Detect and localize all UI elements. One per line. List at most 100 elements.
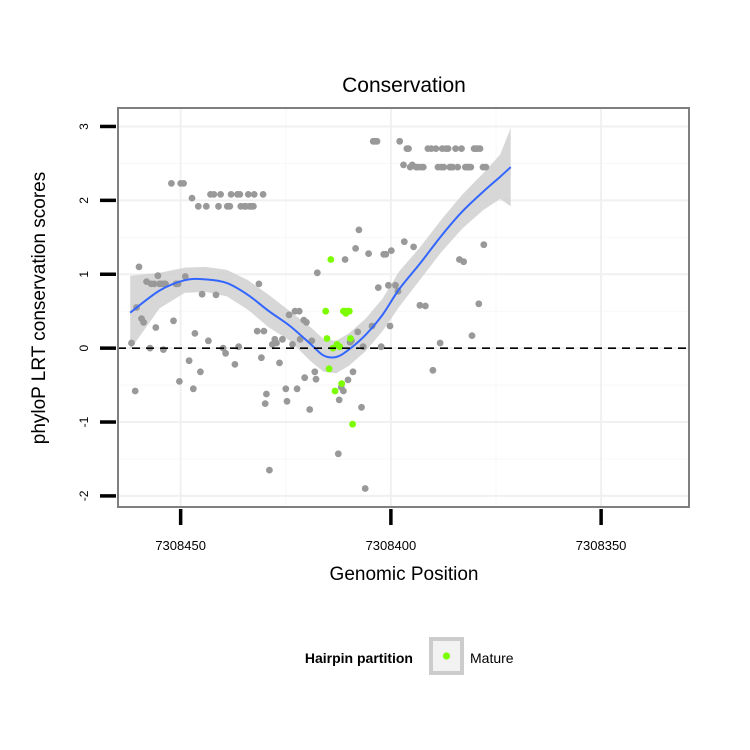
other-point: [194, 202, 202, 210]
mature-point: [349, 420, 356, 428]
other-point: [140, 318, 148, 326]
other-point: [358, 403, 365, 411]
x-tick-label: 7308450: [155, 538, 206, 553]
other-point: [306, 406, 314, 413]
other-point: [244, 191, 252, 198]
other-point: [188, 194, 196, 202]
other-point: [198, 290, 206, 298]
mature-point: [338, 380, 346, 387]
other-point: [266, 466, 273, 474]
other-point: [410, 243, 417, 251]
other-point: [361, 485, 369, 492]
other-point: [301, 374, 309, 382]
other-point: [359, 343, 367, 351]
other-point: [419, 163, 427, 171]
other-point: [354, 328, 362, 336]
other-point: [387, 247, 395, 255]
y-tick-label: 1: [77, 271, 91, 278]
other-point: [400, 238, 408, 246]
other-point: [311, 368, 319, 376]
legend-label-mature: Mature: [470, 650, 514, 666]
other-point: [131, 387, 139, 395]
other-point: [128, 339, 135, 347]
other-point: [396, 137, 404, 145]
other-point: [226, 202, 234, 210]
other-point: [227, 191, 235, 198]
other-point: [189, 385, 197, 393]
other-point: [259, 191, 267, 198]
other-point: [217, 191, 225, 198]
plot-area: -2 -1 0 1 2 3 7308450 7308400 7308350: [77, 107, 690, 553]
other-point: [385, 281, 392, 289]
x-tick-label: 7308400: [366, 538, 417, 553]
mature-point: [331, 387, 339, 395]
other-point: [454, 163, 462, 171]
y-tick-label: -2: [77, 490, 91, 501]
other-point: [444, 145, 452, 153]
other-point: [460, 258, 467, 266]
other-point: [168, 180, 175, 187]
other-point: [289, 341, 296, 348]
other-point: [210, 191, 218, 198]
other-point: [405, 145, 412, 153]
panel-background: [118, 108, 689, 507]
panel-border: [117, 107, 690, 508]
other-point: [303, 318, 310, 326]
other-point: [202, 202, 210, 210]
other-point: [236, 191, 244, 198]
other-point: [392, 281, 399, 289]
legend-title: Hairpin partition: [305, 650, 413, 666]
other-point: [296, 335, 304, 343]
other-point: [374, 284, 382, 291]
other-point: [476, 145, 484, 153]
legend-key-mature: [442, 652, 451, 660]
other-point: [185, 357, 193, 365]
other-point: [152, 324, 160, 331]
other-point: [432, 145, 440, 153]
other-point: [222, 349, 230, 357]
other-point: [373, 137, 381, 145]
other-point: [368, 322, 376, 330]
other-point: [416, 301, 424, 309]
chart-title: Conservation: [342, 74, 466, 97]
other-point: [176, 378, 183, 385]
other-point: [295, 307, 303, 315]
mature-point: [336, 343, 343, 351]
other-point: [468, 332, 476, 339]
y-tick-label: 3: [77, 123, 91, 130]
other-point: [276, 359, 283, 367]
confidence-band: [130, 127, 511, 374]
other-point: [400, 161, 407, 169]
other-point: [436, 339, 444, 347]
other-point: [253, 327, 261, 335]
other-point: [197, 368, 204, 376]
other-point: [180, 180, 188, 187]
other-point: [212, 291, 220, 299]
other-point: [235, 343, 243, 351]
other-point: [215, 202, 222, 210]
other-point: [449, 163, 457, 171]
y-axis-label: phyloP LRT conservation scores: [29, 172, 50, 445]
other-point: [250, 202, 257, 210]
other-point: [273, 339, 280, 347]
other-point: [349, 368, 357, 376]
other-point: [255, 280, 263, 288]
other-point: [452, 145, 459, 153]
other-point: [181, 273, 189, 280]
other-point: [355, 226, 363, 234]
y-tick-label: -1: [77, 416, 91, 427]
other-point: [352, 245, 359, 252]
other-point: [258, 354, 265, 362]
mature-point: [323, 335, 331, 342]
y-tick-label: 0: [77, 344, 91, 351]
other-point: [250, 191, 258, 198]
x-tick-label: 7308350: [576, 538, 627, 553]
other-point: [283, 397, 291, 405]
mature-point: [327, 256, 335, 263]
other-point: [458, 145, 465, 153]
other-point: [150, 280, 158, 288]
other-point: [440, 163, 448, 171]
mature-point: [347, 335, 354, 342]
other-point: [282, 385, 290, 393]
